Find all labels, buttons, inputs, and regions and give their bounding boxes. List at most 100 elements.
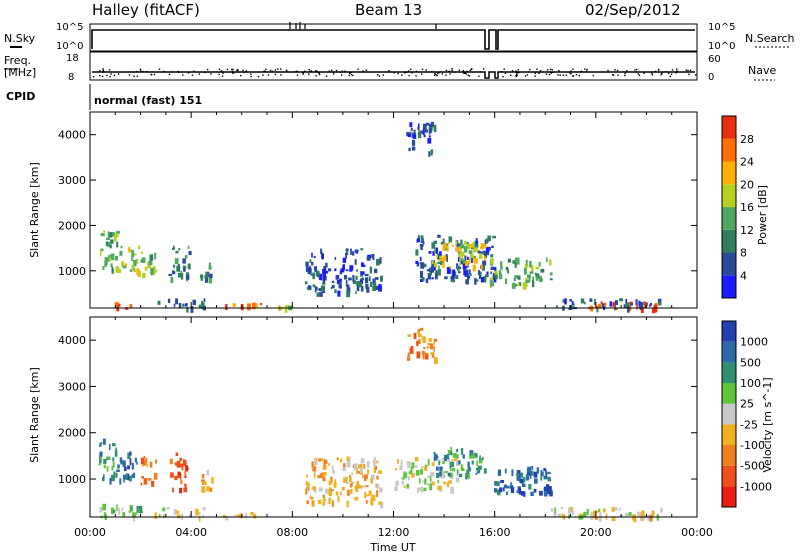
- velocity-ylabel: Slant Range [km]: [28, 367, 41, 463]
- velocity-echo-cell: [107, 456, 111, 460]
- power-echo-cell: [478, 275, 482, 279]
- power-echo-cell: [472, 242, 475, 247]
- power-echo-cell: [190, 306, 194, 313]
- nave-point: [635, 68, 638, 71]
- power-echo-cell: [442, 246, 446, 251]
- nave-point: [397, 72, 399, 75]
- nave-point: [406, 71, 408, 73]
- power-echo-cell: [446, 245, 449, 252]
- power-echo-cell: [109, 244, 112, 249]
- power-echo-cell: [623, 304, 627, 309]
- velocity-echo-cell: [359, 485, 363, 489]
- power-echo-cell: [517, 283, 520, 287]
- velocity-echo-cell: [154, 512, 157, 519]
- nave-point: [441, 73, 443, 75]
- velocity-echo-cell: [331, 489, 334, 492]
- velocity-echo-cell: [449, 450, 453, 456]
- nave-point: [592, 74, 595, 77]
- nave-point: [515, 70, 518, 73]
- velocity-echo-cell: [561, 513, 564, 517]
- power-echo-cell: [321, 253, 324, 260]
- velocity-echo-cell: [116, 469, 120, 472]
- power-echo-cell: [475, 238, 478, 245]
- velocity-echo-cell: [407, 476, 410, 481]
- nave-point: [226, 68, 229, 71]
- nave-point: [113, 74, 116, 76]
- power-echo-cell: [315, 286, 318, 291]
- velocity-echo-cell: [583, 511, 587, 517]
- power-echo-cell: [119, 251, 123, 256]
- nave-point: [352, 74, 354, 77]
- velocity-echo-cell: [603, 508, 606, 513]
- power-echo-cell: [638, 300, 641, 306]
- velocity-echo-cell: [550, 508, 554, 512]
- power-echo-cell: [110, 253, 115, 260]
- velocity-echo-cell: [466, 469, 470, 475]
- velocity-echo-cell: [172, 487, 174, 493]
- velocity-echo-cell: [129, 458, 132, 466]
- velocity-colorbar-tick: -500: [740, 460, 765, 473]
- velocity-colorbar-segment: [722, 445, 736, 466]
- power-ytick-label: 1000: [58, 265, 86, 278]
- velocity-echo-cell: [343, 466, 345, 471]
- power-echo-cell: [418, 235, 421, 238]
- velocity-echo-cell: [306, 500, 309, 504]
- power-echo-cell: [111, 232, 115, 237]
- nave-point: [585, 70, 588, 72]
- power-echo-cell: [451, 279, 455, 283]
- nave-point: [187, 72, 190, 74]
- velocity-echo-cell: [417, 329, 421, 334]
- power-echo-cell: [104, 257, 109, 262]
- power-colorbar-segment: [722, 275, 736, 299]
- nave-point: [267, 74, 270, 76]
- velocity-echo-cell: [176, 510, 179, 514]
- power-echo-cell: [433, 264, 436, 271]
- date-title: 02/Sep/2012: [585, 1, 681, 19]
- velocity-echo-cell: [477, 465, 482, 470]
- nave-point: [578, 74, 580, 77]
- nave-point: [332, 71, 334, 73]
- nave-point: [280, 68, 282, 70]
- power-echo-cell: [313, 255, 316, 259]
- velocity-echo-cell: [351, 481, 355, 484]
- velocity-echo-cell: [437, 479, 440, 484]
- nave-point: [434, 73, 436, 75]
- power-echo-cell: [187, 245, 190, 249]
- freq-label-1: Freq.: [4, 54, 31, 67]
- nave-point: [308, 69, 310, 71]
- velocity-echo-cell: [360, 468, 363, 474]
- power-echo-cell: [433, 127, 437, 133]
- nave-point: [675, 72, 677, 74]
- velocity-echo-cell: [525, 474, 529, 481]
- velocity-echo-cell: [189, 514, 192, 518]
- power-echo-cell: [177, 263, 180, 268]
- velocity-echo-cell: [363, 464, 366, 469]
- power-echo-cell: [446, 267, 451, 274]
- velocity-echo-cell: [99, 457, 102, 464]
- velocity-echo-cell: [590, 515, 594, 520]
- velocity-echo-cell: [429, 343, 434, 350]
- nave-point: [233, 72, 235, 74]
- power-echo-cell: [652, 307, 656, 314]
- power-echo-cell: [374, 268, 378, 274]
- nave-point: [479, 71, 481, 73]
- power-echo-cell: [474, 279, 479, 282]
- velocity-echo-cell: [166, 507, 170, 510]
- power-echo-cell: [436, 254, 439, 258]
- nave-point: [580, 70, 583, 72]
- power-echo-cell: [564, 298, 567, 305]
- velocity-echo-cell: [456, 448, 459, 453]
- time-tick-label: 20:00: [580, 526, 612, 539]
- power-echo-cell: [474, 278, 477, 285]
- power-echo-cell: [644, 304, 647, 308]
- velocity-echo-cell: [99, 442, 103, 445]
- nave-point: [308, 73, 310, 75]
- velocity-echo-cell: [361, 485, 365, 488]
- power-echo-cell: [316, 292, 319, 297]
- velocity-echo-cell: [436, 472, 440, 478]
- velocity-echo-cell: [184, 470, 187, 476]
- power-echo-cell: [433, 248, 436, 254]
- velocity-echo-cell: [360, 458, 365, 464]
- nave-point: [515, 75, 517, 78]
- nave-point: [572, 75, 575, 77]
